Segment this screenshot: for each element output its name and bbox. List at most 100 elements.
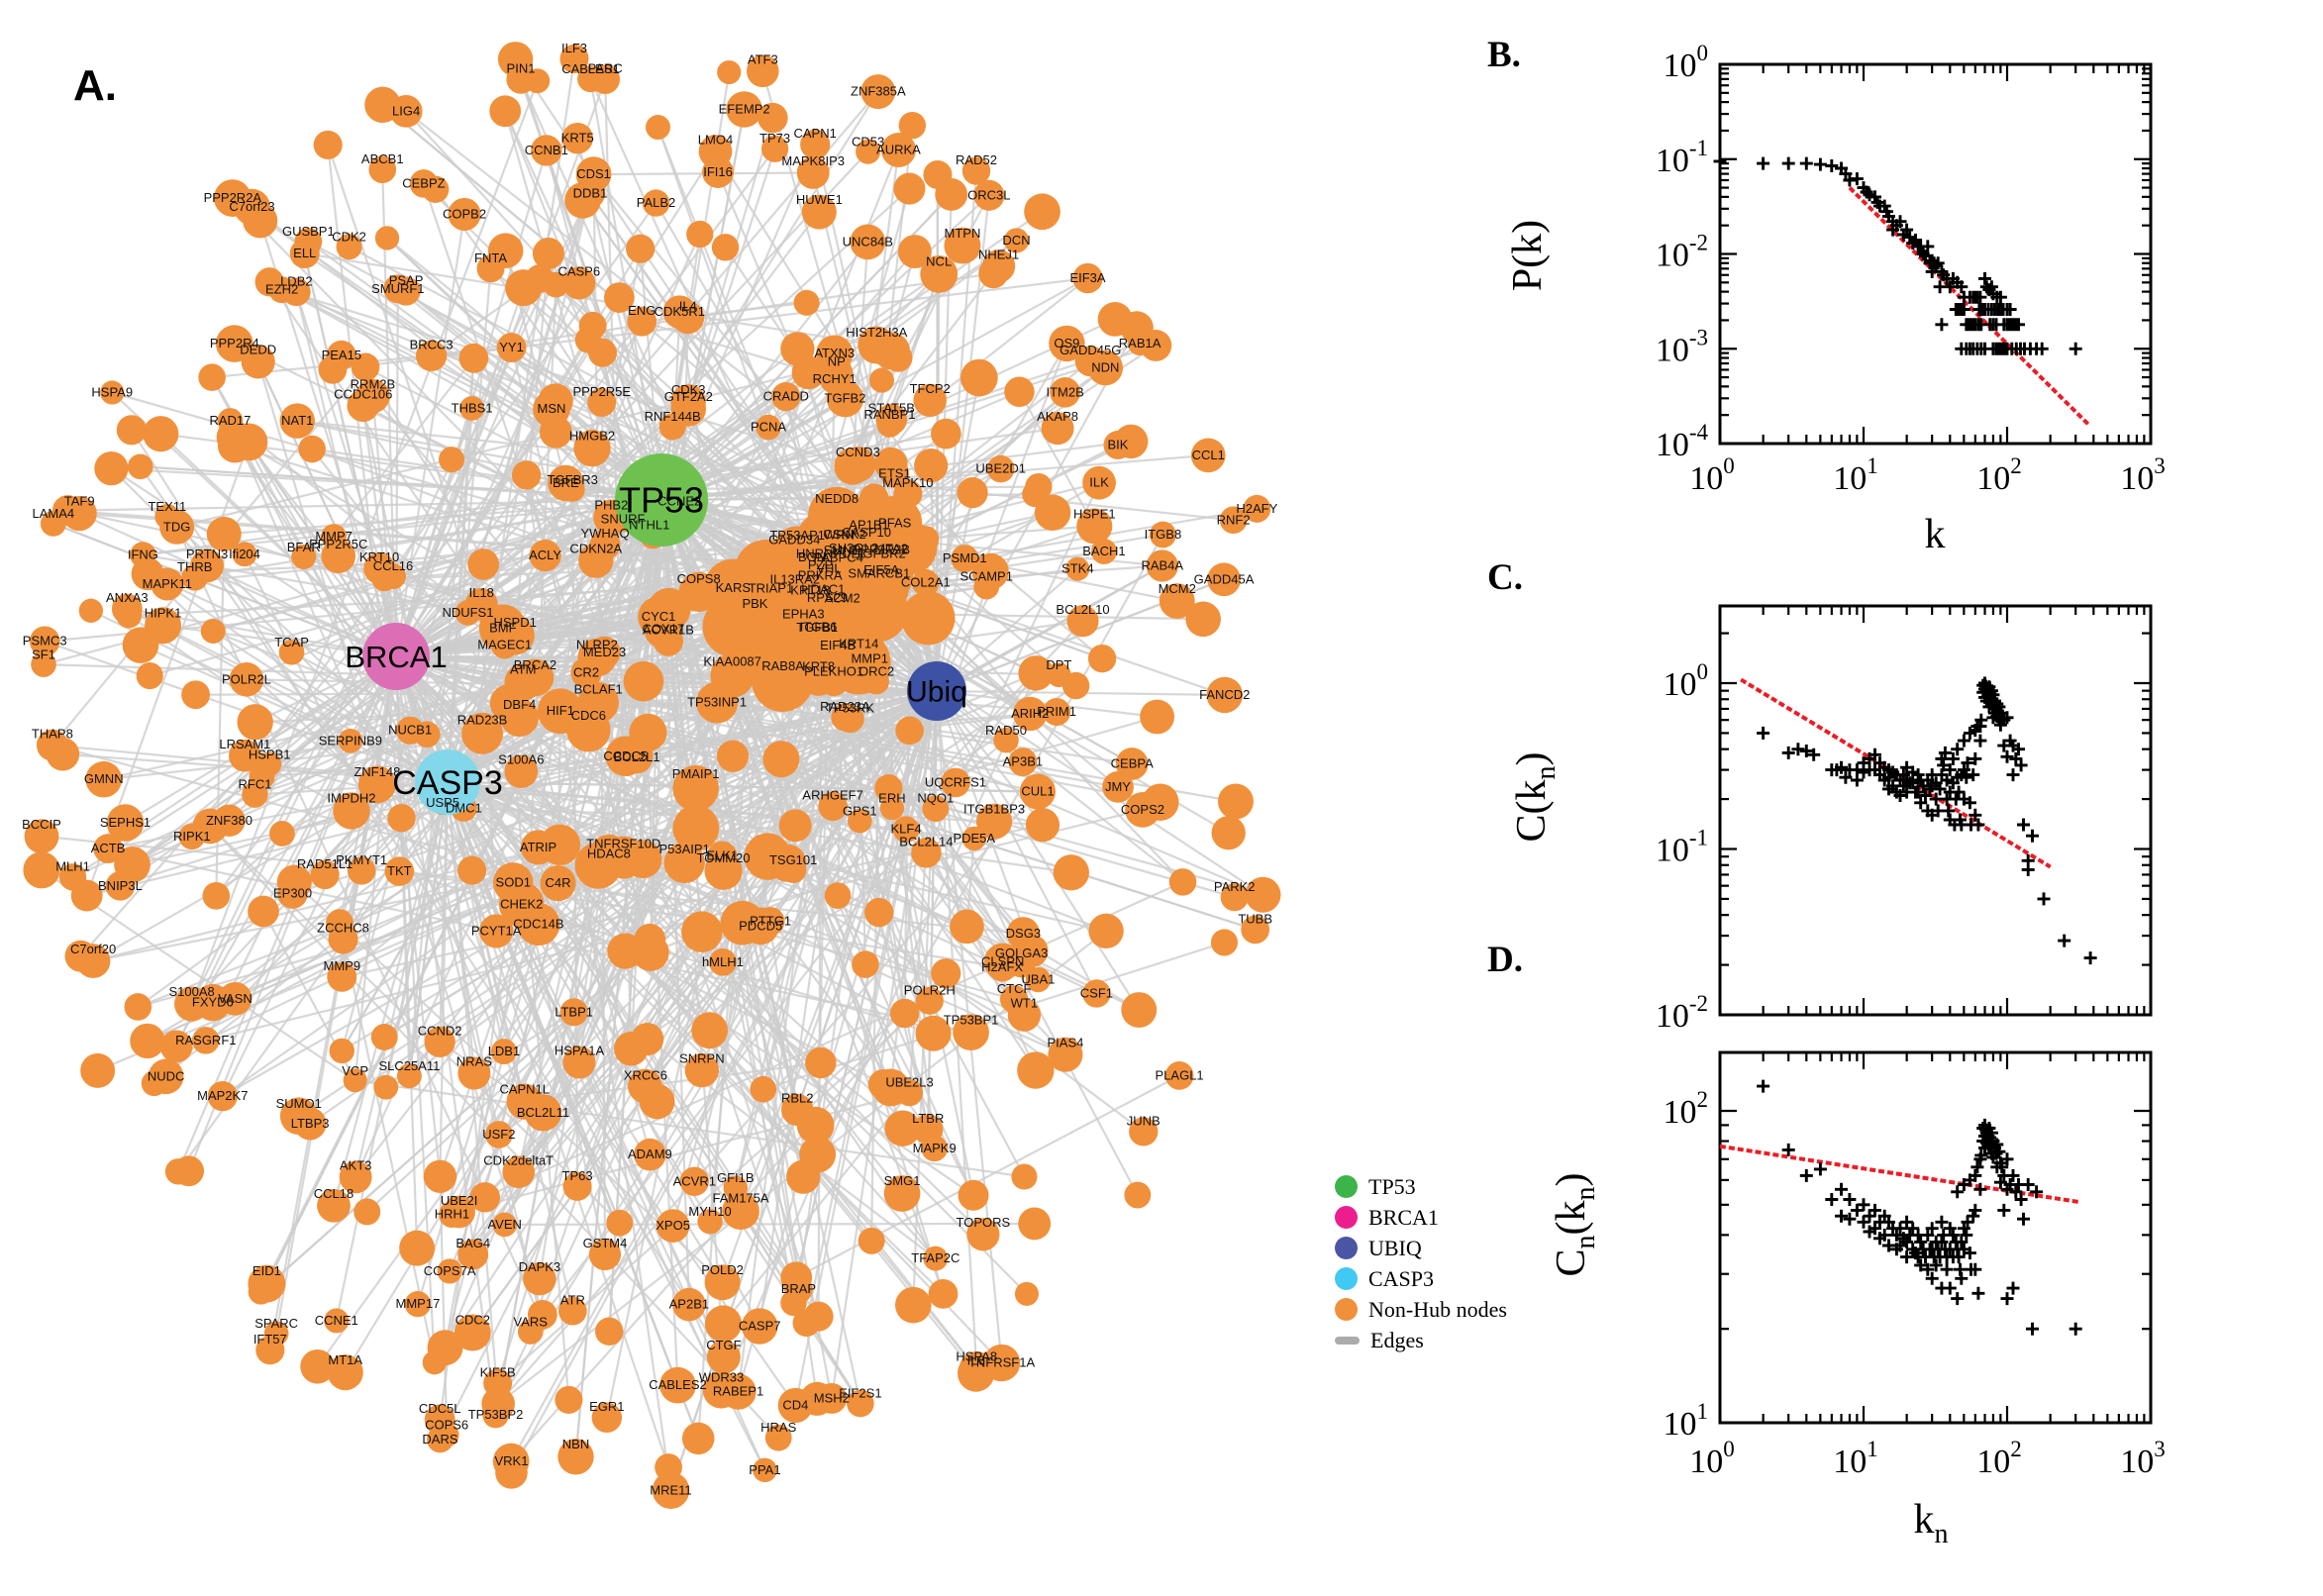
y-axis-title: P(k) bbox=[1505, 220, 1551, 291]
network-node bbox=[679, 1166, 710, 1197]
network-node bbox=[192, 1027, 220, 1054]
network-node bbox=[595, 1317, 624, 1346]
node-label: BCL2L11 bbox=[517, 1105, 569, 1120]
network-node bbox=[523, 1261, 556, 1296]
node-label: PSMC3 bbox=[23, 634, 67, 648]
node-label: TGFBR3 bbox=[548, 472, 598, 487]
plot-frame bbox=[1718, 1050, 2153, 1425]
network-node bbox=[1004, 376, 1035, 407]
network-node bbox=[1140, 699, 1175, 735]
node-label: OS9 bbox=[1054, 336, 1079, 350]
network-node bbox=[328, 924, 358, 954]
node-label: IL13RA2 bbox=[769, 571, 820, 586]
node-label: LDB1 bbox=[488, 1044, 521, 1058]
network-node bbox=[706, 1340, 741, 1374]
node-label: PRKRA bbox=[798, 568, 843, 583]
node-label: MAGEC1 bbox=[477, 638, 532, 652]
node-label: DSG3 bbox=[1006, 926, 1041, 941]
node-label: IL18 bbox=[469, 585, 494, 600]
network-node bbox=[1076, 508, 1113, 545]
network-edge bbox=[644, 620, 1084, 1087]
network-edge bbox=[935, 343, 1068, 692]
network-node bbox=[915, 1015, 952, 1051]
node-label: KRT5 bbox=[561, 131, 594, 146]
node-label: ATR bbox=[560, 1293, 585, 1308]
node-label: TOPORS bbox=[957, 1215, 1011, 1230]
node-label: TDG bbox=[163, 519, 190, 534]
node-label: VCP bbox=[342, 1063, 368, 1078]
network-node bbox=[437, 1258, 462, 1284]
node-label: PCNA bbox=[751, 420, 786, 435]
network-node bbox=[558, 1296, 587, 1326]
node-label: ILF3 bbox=[561, 41, 587, 55]
node-label: ITGB6 bbox=[800, 620, 838, 635]
network-node bbox=[506, 1083, 543, 1120]
node-label: THAP8 bbox=[32, 726, 73, 741]
legend-item-label: TP53 bbox=[1368, 1173, 1416, 1199]
node-label: NUDC bbox=[148, 1068, 185, 1083]
legend-item-label: Non-Hub nodes bbox=[1368, 1296, 1507, 1322]
network-edge bbox=[397, 287, 841, 551]
node-label: PFAS bbox=[878, 515, 912, 530]
legend-item: TP53 bbox=[1335, 1171, 1507, 1202]
network-edge bbox=[394, 214, 466, 657]
node-label: PZP bbox=[808, 557, 833, 572]
node-label: IMPDH2 bbox=[327, 791, 375, 806]
node-label: ZNF380 bbox=[206, 813, 252, 828]
node-label: NHEJ1 bbox=[978, 247, 1019, 261]
network-node bbox=[1113, 424, 1149, 459]
network-node bbox=[384, 856, 415, 886]
node-label: ZNF385A bbox=[851, 84, 906, 99]
hub-label: BRCA1 bbox=[345, 640, 447, 674]
network-edge bbox=[936, 567, 1079, 692]
y-tick-label: 10-4 bbox=[1656, 420, 1709, 463]
network-node bbox=[80, 1052, 116, 1088]
network-node bbox=[1217, 783, 1254, 820]
network-node bbox=[944, 227, 981, 264]
node-label: PPP2R5E bbox=[572, 384, 631, 399]
node-label: SH3GL2 bbox=[829, 541, 878, 555]
node-label: RAB8A bbox=[761, 658, 804, 673]
node-label: POLR2L bbox=[222, 671, 271, 686]
network-node bbox=[883, 1175, 921, 1212]
node-label: CLSPN bbox=[981, 953, 1024, 968]
node-label: CSNK2 bbox=[823, 527, 865, 542]
network-node bbox=[966, 1218, 1000, 1251]
network-edge bbox=[394, 288, 399, 657]
node-label: TP53RK bbox=[826, 701, 874, 716]
network-node bbox=[879, 796, 905, 821]
network-edge bbox=[1018, 391, 1096, 527]
network-node bbox=[880, 132, 916, 167]
network-node bbox=[605, 736, 646, 777]
network-node bbox=[1048, 1037, 1083, 1072]
network-edge bbox=[394, 193, 591, 657]
node-label: SERPINB9 bbox=[319, 733, 382, 748]
network-node bbox=[143, 416, 179, 452]
network-node bbox=[873, 447, 908, 481]
network-node bbox=[834, 448, 871, 485]
network-node bbox=[1074, 346, 1106, 377]
network-node bbox=[1024, 193, 1060, 231]
legend-dot-icon bbox=[1335, 1206, 1358, 1229]
network-node bbox=[931, 958, 961, 989]
network-node bbox=[1241, 915, 1270, 945]
network-node bbox=[716, 740, 750, 772]
network-node bbox=[1245, 876, 1281, 913]
node-label: RAD51L1 bbox=[297, 856, 353, 871]
node-label: CD53 bbox=[852, 135, 884, 150]
network-edge bbox=[332, 781, 450, 1206]
network-node bbox=[1050, 377, 1080, 408]
network-node bbox=[588, 636, 621, 669]
network-node bbox=[217, 428, 252, 463]
network-node bbox=[1124, 1181, 1152, 1209]
network-node bbox=[778, 809, 812, 843]
node-label: HDAC8 bbox=[587, 847, 631, 861]
node-label: TP53AP1 bbox=[769, 528, 825, 543]
node-label: CASP7 bbox=[739, 1319, 781, 1334]
node-label: S100A6 bbox=[498, 752, 544, 767]
node-label: MED23 bbox=[583, 645, 626, 659]
node-labels: TP53RK KIAA0087 THAP8 CDC14B DSG3 NTHL1 CEBPZ V… bbox=[22, 41, 1277, 1497]
network-node bbox=[789, 539, 850, 599]
network-node bbox=[999, 985, 1029, 1014]
x-axis-title: kn bbox=[1914, 1497, 1949, 1549]
